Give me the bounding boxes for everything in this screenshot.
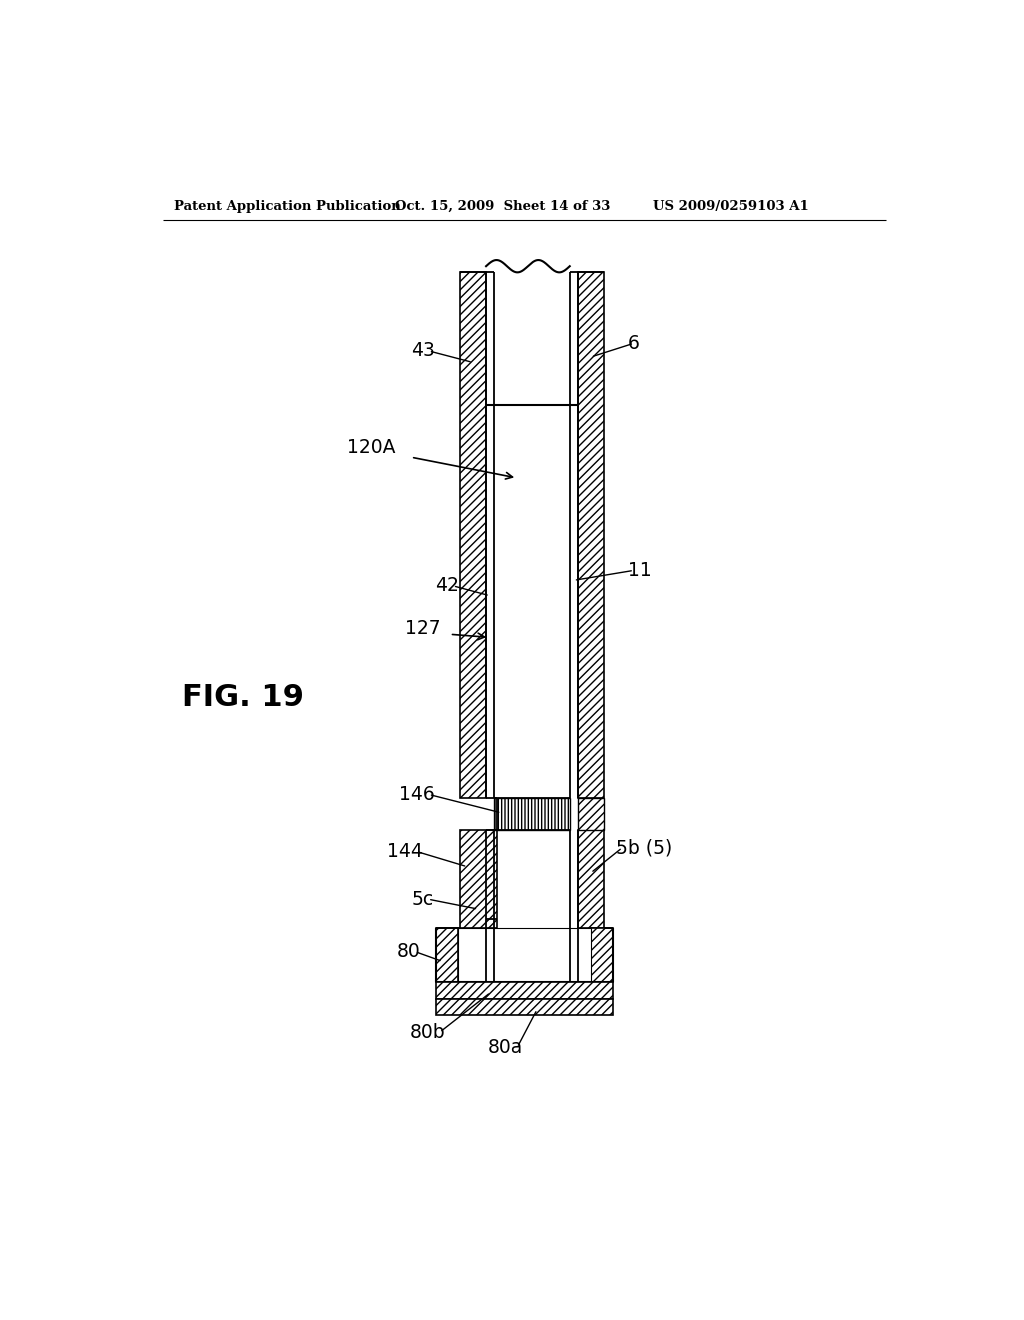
Bar <box>436 999 613 1015</box>
Text: 146: 146 <box>399 785 435 804</box>
Text: 80: 80 <box>397 942 421 961</box>
Text: 5c: 5c <box>412 890 434 908</box>
Text: 80a: 80a <box>488 1039 523 1057</box>
Bar <box>578 272 604 797</box>
Text: 42: 42 <box>435 577 459 595</box>
Text: Oct. 15, 2009  Sheet 14 of 33: Oct. 15, 2009 Sheet 14 of 33 <box>395 199 610 213</box>
Text: 43: 43 <box>411 342 435 360</box>
Text: 80b: 80b <box>411 1023 445 1041</box>
Bar <box>494 797 569 830</box>
Text: 127: 127 <box>404 619 440 638</box>
Text: 11: 11 <box>628 561 651 579</box>
Bar <box>494 272 569 797</box>
Bar <box>578 797 604 830</box>
Text: US 2009/0259103 A1: US 2009/0259103 A1 <box>653 199 809 213</box>
Bar <box>460 830 497 928</box>
Text: 144: 144 <box>387 842 423 861</box>
Text: Patent Application Publication: Patent Application Publication <box>174 199 401 213</box>
Text: 5b (5): 5b (5) <box>616 838 673 857</box>
Bar <box>592 928 613 982</box>
Bar <box>460 272 486 797</box>
Bar <box>458 928 592 982</box>
Text: FIG. 19: FIG. 19 <box>181 682 304 711</box>
Bar <box>436 928 458 982</box>
Bar <box>578 830 604 928</box>
Bar <box>436 982 613 999</box>
Text: 120A: 120A <box>347 438 395 457</box>
Bar <box>486 830 497 928</box>
Bar <box>494 830 569 928</box>
Text: 6: 6 <box>628 334 640 352</box>
